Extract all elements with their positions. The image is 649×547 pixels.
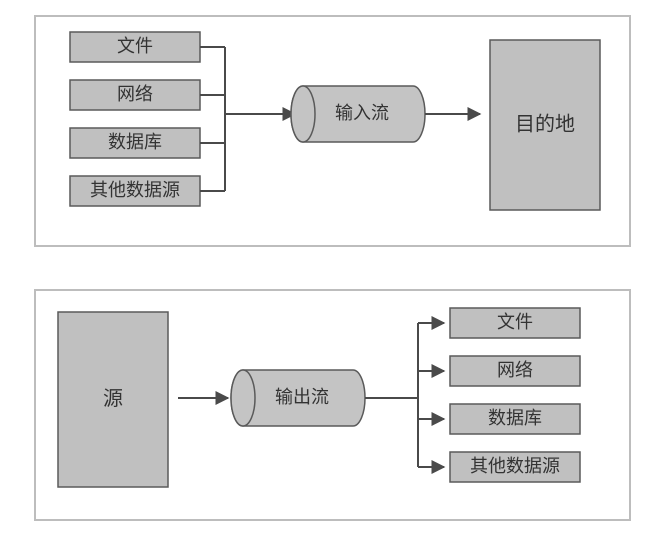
bottom-dest-file: 文件	[450, 308, 580, 338]
bottom-dest-network-label: 网络	[497, 360, 533, 380]
top-source-network-label: 网络	[117, 84, 153, 104]
bottom-dest-file-label: 文件	[497, 312, 533, 332]
top-destination-label: 目的地	[515, 113, 575, 136]
top-source-other: 其他数据源	[70, 176, 200, 206]
top-source-db: 数据库	[70, 128, 200, 158]
bottom-cylinder-output-stream-label: 输出流	[275, 387, 329, 407]
bottom-dest-other: 其他数据源	[450, 452, 580, 482]
top-source-db-label: 数据库	[108, 132, 162, 152]
bottom-source-label: 源	[103, 387, 123, 410]
bottom-dest-other-label: 其他数据源	[470, 456, 560, 476]
top-source-file: 文件	[70, 32, 200, 62]
top-destination: 目的地	[490, 40, 600, 210]
top-source-network: 网络	[70, 80, 200, 110]
bottom-dest-db-label: 数据库	[488, 408, 542, 428]
bottom-cylinder-output-stream: 输出流	[231, 370, 365, 426]
bottom-dest-network: 网络	[450, 356, 580, 386]
top-source-other-label: 其他数据源	[90, 180, 180, 200]
top-cylinder-input-stream-label: 输入流	[335, 103, 389, 123]
top-cylinder-input-stream: 输入流	[291, 86, 425, 142]
bottom-source: 源	[58, 312, 168, 487]
top-source-file-label: 文件	[117, 36, 153, 56]
bottom-dest-db: 数据库	[450, 404, 580, 434]
